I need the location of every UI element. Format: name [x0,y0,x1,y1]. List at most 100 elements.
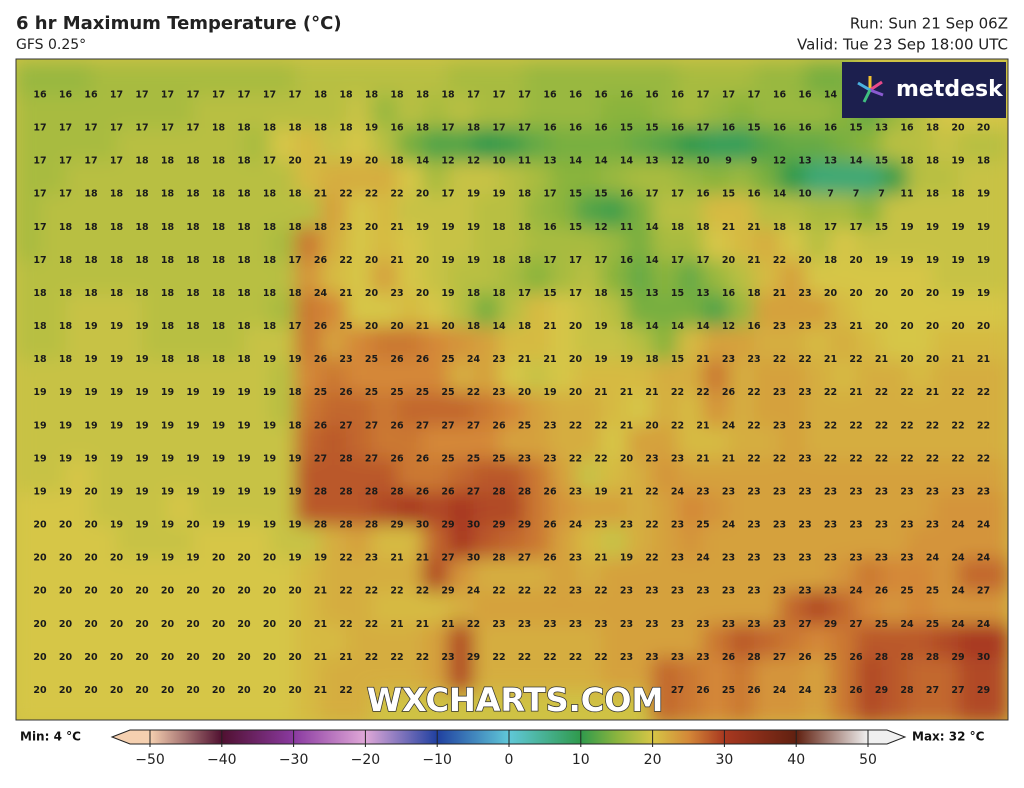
temperature-label: 23 [594,619,607,630]
temperature-label: 16 [543,222,557,233]
field-blur [16,61,1008,720]
temperature-label: 17 [110,156,123,167]
temperature-label: 18 [84,255,98,266]
temperature-label: 9 [751,156,758,167]
temperature-label: 26 [416,486,430,497]
temperature-label: 19 [441,288,454,299]
temperature-label: 21 [926,387,939,398]
temperature-label: 19 [212,420,225,431]
temperature-label: 20 [110,619,124,630]
temperature-label: 23 [569,486,582,497]
colorbar-tick-label: 30 [715,752,733,768]
temperature-label: 24 [722,420,736,431]
temperature-label: 17 [518,123,531,134]
temperature-label: 23 [798,453,811,464]
temperature-label: 26 [314,255,328,266]
temperature-label: 18 [237,189,251,200]
temperature-label: 23 [773,420,786,431]
temperature-label: 22 [977,387,990,398]
temperature-label: 26 [390,420,404,431]
temperature-label: 15 [645,123,658,134]
temperature-label: 18 [237,321,251,332]
temperature-label: 20 [390,321,404,332]
temperature-label: 17 [543,189,556,200]
temperature-label: 19 [237,453,250,464]
temperature-label: 22 [773,255,786,266]
temperature-label: 20 [186,586,200,597]
temperature-label: 23 [671,453,684,464]
temperature-label: 22 [977,420,990,431]
temperature-label: 22 [849,420,862,431]
temperature-label: 26 [492,420,506,431]
temperature-label: 19 [186,453,199,464]
temperature-label: 18 [84,288,98,299]
temperature-label: 22 [951,420,964,431]
temperature-label: 19 [135,486,148,497]
temperature-label: 20 [951,321,965,332]
temperature-label: 25 [722,685,735,696]
temperature-label: 17 [492,123,505,134]
temperature-label: 22 [824,420,837,431]
temperature-label: 19 [288,354,301,365]
temperature-label: 17 [59,189,72,200]
temperature-label: 11 [900,189,913,200]
temperature-label: 20 [161,586,175,597]
temperature-label: 19 [492,189,505,200]
temperature-label: 15 [543,288,556,299]
temperature-label: 22 [645,553,658,564]
temperature-label: 18 [339,90,353,101]
temperature-label: 29 [467,652,480,663]
temperature-label: 18 [186,321,200,332]
temperature-label: 12 [594,222,607,233]
temperature-label: 18 [237,156,251,167]
temperature-label: 19 [84,387,97,398]
temperature-label: 27 [339,420,352,431]
temperature-label: 18 [518,321,532,332]
temperature-label: 20 [237,619,251,630]
temperature-label: 17 [722,90,735,101]
temperature-label: 23 [798,387,811,398]
temperature-label: 22 [875,420,888,431]
temperature-label: 24 [467,586,481,597]
temperature-label: 15 [875,156,888,167]
temperature-label: 18 [186,189,200,200]
temperature-label: 18 [696,222,710,233]
temperature-label: 23 [645,453,658,464]
temperature-label: 20 [59,619,73,630]
temperature-label: 7 [878,189,885,200]
temperature-label: 23 [569,586,582,597]
temperature-label: 23 [798,321,811,332]
temperature-label: 17 [849,222,862,233]
temperature-label: 20 [288,619,302,630]
temperature-label: 16 [824,123,838,134]
temperature-label: 18 [518,222,532,233]
temperature-label: 26 [849,685,863,696]
temperature-label: 17 [263,156,276,167]
temperature-label: 21 [314,189,327,200]
temperature-label: 22 [569,420,582,431]
temperature-label: 20 [84,586,98,597]
temperature-label: 20 [926,354,940,365]
temperature-label: 13 [824,156,837,167]
temperature-label: 25 [365,354,378,365]
temperature-label: 23 [951,486,964,497]
temperature-label: 15 [620,288,633,299]
temperature-label: 18 [263,288,277,299]
temperature-label: 18 [288,288,302,299]
temperature-label: 21 [773,288,786,299]
temperature-label: 23 [977,486,990,497]
temperature-label: 21 [645,387,658,398]
temperature-label: 20 [237,586,251,597]
temperature-label: 23 [645,619,658,630]
temperature-label: 22 [339,619,352,630]
temperature-label: 18 [135,288,149,299]
temperature-label: 21 [620,387,633,398]
temperature-label: 22 [594,652,607,663]
temperature-label: 19 [926,255,939,266]
temperature-label: 23 [671,553,684,564]
temperature-label: 23 [365,553,378,564]
temperature-label: 23 [824,520,837,531]
temperature-label: 21 [543,321,556,332]
temperature-label: 20 [212,619,226,630]
temperature-label: 27 [467,486,480,497]
